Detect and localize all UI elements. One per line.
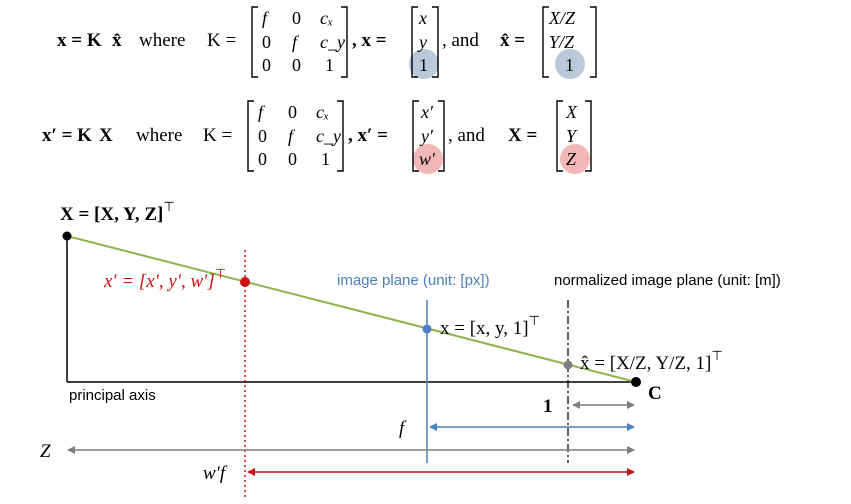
eq1-lhs-hat: x̂: [112, 30, 122, 51]
point-xhat-dot: [563, 360, 573, 370]
eq2-and: , and: [448, 125, 485, 146]
matrix-cell: 0: [258, 149, 267, 169]
matrix-cell: 0: [258, 126, 267, 146]
geometry: [62, 231, 641, 498]
eq2-k-eq: K =: [203, 125, 232, 146]
projection-ray: [66, 235, 637, 383]
matrix-cell: f: [288, 126, 296, 146]
eq1-k-matrix: f 0 cₓ 0 f c_y 0 0 1: [251, 6, 348, 78]
eq2-where: where: [136, 125, 182, 146]
highlight-circle-red: [413, 144, 443, 174]
eq1-and: , and: [442, 30, 479, 51]
vector-cell: y: [417, 32, 427, 52]
label-image-plane: image plane (unit: [px]): [337, 272, 490, 289]
eq1-lhs: x = K: [57, 30, 102, 51]
eq2-X-eq: X =: [508, 125, 537, 146]
matrix-cell: 0: [288, 102, 297, 122]
vector-cell: X: [565, 102, 578, 122]
point-x-dot: [422, 324, 432, 334]
vector-cell: Z: [566, 149, 577, 169]
matrix-cell: f: [258, 102, 266, 122]
highlight-circle-blue: [409, 49, 439, 79]
point-xp-dot: [240, 277, 250, 287]
equation-1: x = K x̂ where K = f 0 cₓ 0 f c_y 0 0 1 …: [57, 6, 597, 79]
eq1-xhat-vector: X/Z Y/Z 1: [542, 6, 597, 79]
camera-center-dot: [631, 377, 641, 387]
point-X-dot: [62, 231, 72, 241]
highlight-circle-red: [560, 144, 590, 174]
vector-cell: Y: [566, 126, 578, 146]
matrix-cell: c_y: [316, 126, 341, 146]
matrix-cell: 0: [292, 8, 301, 28]
matrix-cell: 0: [262, 55, 271, 75]
eq1-x-vector: x y 1: [409, 6, 439, 79]
vector-cell: w′: [419, 149, 436, 169]
eq1-k-eq: K =: [207, 30, 236, 51]
eq2-k-matrix: f 0 cₓ 0 f c_y 0 0 1: [247, 100, 344, 172]
matrix-cell: 0: [292, 55, 301, 75]
vector-cell: 1: [419, 55, 428, 75]
label-camera-center: C: [648, 383, 662, 404]
label-point-x: x = [x, y, 1]⊤: [440, 313, 540, 339]
eq1-x-eq: , x =: [352, 30, 387, 51]
eq2-X-vector: X Y Z: [556, 100, 592, 174]
diagram-labels: X = [X, Y, Z]⊤ x′ = [x′, y′, w′]⊤ image …: [40, 199, 781, 484]
label-focal-length: f: [399, 418, 407, 439]
vector-cell: y′: [419, 126, 434, 146]
eq1-where: where: [139, 30, 185, 51]
eq2-lhs: x′ = K: [42, 125, 92, 146]
label-point-xhat: x̂ = [X/Z, Y/Z, 1]⊤: [580, 348, 723, 374]
vector-cell: Y/Z: [549, 32, 575, 52]
vector-cell: x: [418, 8, 427, 28]
label-depth-Z: Z: [40, 441, 51, 462]
eq2-xp-vector: x′ y′ w′: [412, 100, 445, 174]
highlight-circle-blue: [555, 49, 585, 79]
matrix-cell: f: [262, 8, 270, 28]
vector-cell: X/Z: [548, 8, 576, 28]
label-point-xp: x′ = [x′, y′, w′]⊤: [103, 266, 226, 292]
label-principal-axis: principal axis: [69, 387, 156, 404]
vector-cell: x′: [420, 102, 434, 122]
eq2-xp-eq: , x′ =: [348, 125, 388, 146]
matrix-cell: c_y: [320, 32, 345, 52]
matrix-cell: cₓ: [316, 102, 329, 122]
label-unit-one: 1: [543, 396, 553, 417]
label-wf: w′f: [203, 463, 228, 484]
label-point-X: X = [X, Y, Z]⊤: [60, 199, 175, 225]
matrix-cell: f: [292, 32, 300, 52]
matrix-cell: 1: [325, 55, 334, 75]
label-normalized-plane: normalized image plane (unit: [m]): [554, 272, 781, 289]
matrix-cell: cₓ: [320, 8, 333, 28]
eq1-xhat-eq: x̂ =: [500, 30, 525, 51]
matrix-cell: 1: [321, 149, 330, 169]
matrix-cell: 0: [262, 32, 271, 52]
vector-cell: 1: [565, 55, 574, 75]
equation-2: x′ = K X where K = f 0 cₓ 0 f c_y 0 0 1 …: [42, 100, 592, 174]
eq2-lhs-X: X: [99, 125, 113, 146]
matrix-cell: 0: [288, 149, 297, 169]
